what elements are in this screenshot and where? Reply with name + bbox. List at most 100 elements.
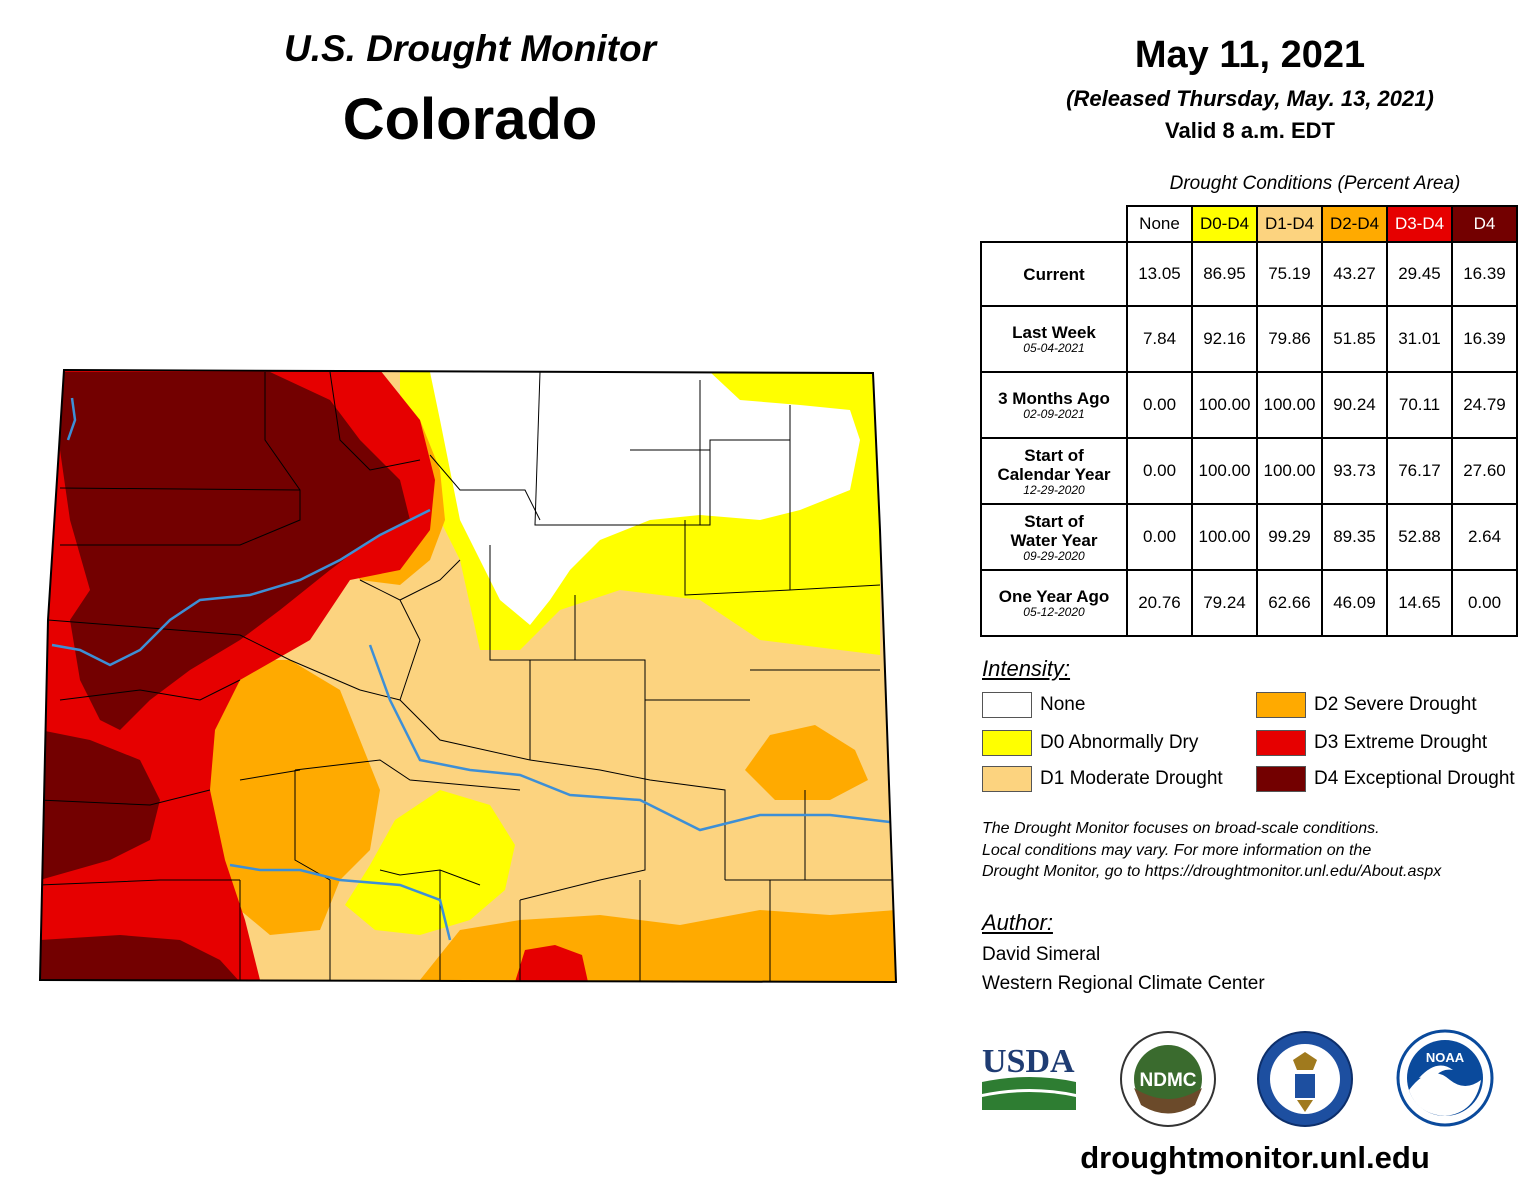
legend-swatch: [982, 766, 1032, 792]
table-corner: [981, 206, 1128, 243]
table-cell: 90.24: [1321, 371, 1388, 439]
author-title: Author:: [982, 910, 1053, 935]
table-cell: 89.35: [1321, 503, 1388, 571]
row-date: 05-04-2021: [1023, 341, 1085, 355]
table-caption: Drought Conditions (Percent Area): [1169, 173, 1461, 194]
table-row: Current 13.05 86.95 75.19 43.27 29.45 16.39: [980, 241, 1518, 307]
table-cell: 100.00: [1191, 371, 1258, 439]
table-cell: 52.88: [1386, 503, 1453, 571]
column-header-none: None: [1126, 205, 1193, 243]
column-header-d1-d4: D1-D4: [1256, 205, 1323, 243]
d0-south-central-region: [345, 790, 515, 935]
row-label: 3 Months Ago 02-09-2021: [980, 371, 1128, 439]
table-cell: 46.09: [1321, 569, 1388, 637]
table-row: One Year Ago 05-12-2020 20.76 79.24 62.66 46.…: [980, 569, 1518, 637]
row-date: 05-12-2020: [1023, 605, 1085, 619]
legend-swatch: [982, 692, 1032, 718]
table-cell: 20.76: [1126, 569, 1193, 637]
ndmc-logo: NDMC: [1120, 1031, 1216, 1127]
table-cell: 0.00: [1126, 371, 1193, 439]
valid-time: Valid 8 a.m. EDT: [1165, 118, 1335, 143]
legend-title: Intensity:: [982, 656, 1071, 681]
table-row: Start of Water Year 09-29-2020 0.00 100.00 99…: [980, 503, 1518, 571]
table-row: Start of Calendar Year 12-29-2020 0.00 100.0…: [980, 437, 1518, 505]
legend-label: D1 Moderate Drought: [1040, 768, 1223, 789]
table-cell: 100.00: [1191, 503, 1258, 571]
noaa-logo-text: NOAA: [1426, 1050, 1465, 1065]
legend-label: D4 Exceptional Drought: [1314, 768, 1515, 789]
table-cell: 0.00: [1126, 503, 1193, 571]
table-cell: 100.00: [1256, 437, 1323, 505]
table-cell: 24.79: [1451, 371, 1518, 439]
state-outline: [38, 368, 898, 984]
table-cell: 0.00: [1451, 569, 1518, 637]
title-line-1: U.S. Drought Monitor: [284, 28, 656, 69]
table-cell: 16.39: [1451, 305, 1518, 373]
table-cell: 27.60: [1451, 437, 1518, 505]
d2-central-region: [205, 660, 380, 935]
table-row: 3 Months Ago 02-09-2021 0.00 100.00 100.00 90…: [980, 371, 1518, 439]
table-cell: 75.19: [1256, 241, 1323, 307]
row-date: 09-29-2020: [1023, 548, 1085, 563]
table-cell: 100.00: [1191, 437, 1258, 505]
legend-label: None: [1040, 694, 1086, 715]
row-label-text: 3 Months Ago: [998, 389, 1110, 408]
row-label: Last Week 05-04-2021: [980, 305, 1128, 373]
drought-map: [38, 368, 898, 984]
note-line-2: Local conditions may vary. For more info…: [982, 841, 1372, 859]
row-label: Current: [980, 241, 1128, 307]
note-line-1: The Drought Monitor focuses on broad-sca…: [982, 820, 1380, 837]
table-cell: 76.17: [1386, 437, 1453, 505]
note-line-3: Drought Monitor, go to https://droughtmo…: [982, 863, 1442, 880]
table-cell: 7.84: [1126, 305, 1193, 373]
row-label-text-2: Water Year: [1010, 530, 1098, 550]
table-cell: 79.86: [1256, 305, 1323, 373]
row-label: Start of Calendar Year 12-29-2020: [980, 437, 1128, 505]
legend-swatch: [1256, 730, 1306, 756]
row-label: One Year Ago 05-12-2020: [980, 569, 1128, 637]
website-url: droughtmonitor.unl.edu: [1080, 1140, 1430, 1175]
row-label-text: One Year Ago: [998, 587, 1110, 606]
table-cell: 29.45: [1386, 241, 1453, 307]
usda-logo-text: USDA: [982, 1043, 1075, 1080]
table-row: Last Week 05-04-2021 7.84 92.16 79.86 51.85 31…: [980, 305, 1518, 373]
release-date: (Released Thursday, May. 13, 2021): [1066, 86, 1434, 111]
row-date: 02-09-2021: [1023, 407, 1085, 421]
legend-swatch: [1256, 692, 1306, 718]
map-date: May 11, 2021: [1134, 34, 1366, 76]
author-org: Western Regional Climate Center: [982, 973, 1265, 994]
disclaimer-note: The Drought Monitor focuses on broad-sca…: [982, 818, 1532, 883]
column-header-d3-d4: D3-D4: [1386, 205, 1453, 243]
table-cell: 79.24: [1191, 569, 1258, 637]
column-header-d2-d4: D2-D4: [1321, 205, 1388, 243]
table-cell: 93.73: [1321, 437, 1388, 505]
legend-label: D0 Abnormally Dry: [1040, 732, 1199, 753]
table-cell: 0.00: [1126, 437, 1193, 505]
state-title: Colorado: [342, 87, 598, 152]
table-cell: 92.16: [1191, 305, 1258, 373]
table-header-row: None D0-D4 D1-D4 D2-D4 D3-D4 D4: [981, 205, 1518, 243]
table-cell: 99.29: [1256, 503, 1323, 571]
legend-label: D3 Extreme Drought: [1314, 732, 1488, 753]
legend-label: D2 Severe Drought: [1314, 694, 1477, 715]
legend-swatch: [982, 730, 1032, 756]
table-cell: 70.11: [1386, 371, 1453, 439]
table-cell: 31.01: [1386, 305, 1453, 373]
column-header-d4: D4: [1451, 205, 1518, 243]
author-name: David Simeral: [982, 944, 1101, 965]
column-header-d0-d4: D0-D4: [1191, 205, 1258, 243]
d4-southwest-region: [40, 730, 160, 880]
rivers: [51, 397, 891, 941]
ndmc-logo-text: NDMC: [1140, 1070, 1197, 1091]
usda-logo: USDA: [982, 1043, 1076, 1110]
table-cell: 51.85: [1321, 305, 1388, 373]
noaa-logo: NOAA: [1396, 1029, 1494, 1127]
row-date: 12-29-2020: [1023, 482, 1085, 497]
table-cell: 14.65: [1386, 569, 1453, 637]
table-cell: 16.39: [1451, 241, 1518, 307]
commerce-seal: [1257, 1031, 1353, 1127]
drought-stats-table: None D0-D4 D1-D4 D2-D4 D3-D4 D4 Current 1…: [980, 205, 1518, 637]
table-cell: 13.05: [1126, 241, 1193, 307]
row-label: Start of Water Year 09-29-2020: [980, 503, 1128, 571]
row-label-text: Start of: [1024, 445, 1084, 465]
